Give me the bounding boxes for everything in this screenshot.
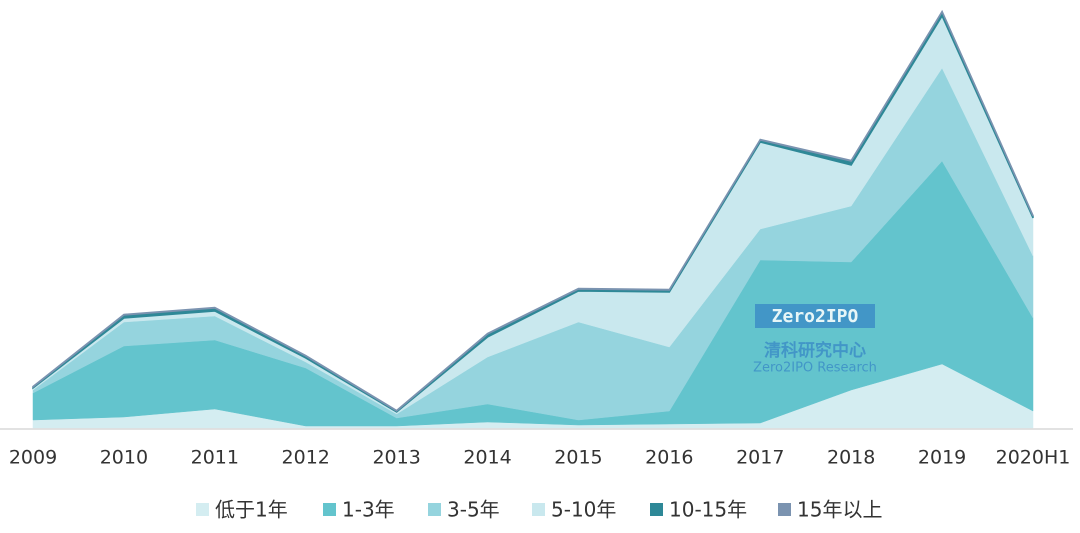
x-tick-label: 2020H1 [996,447,1071,469]
legend-swatch [778,503,791,516]
watermark-sub: Zero2IPO Research [753,361,877,376]
x-tick-label: 2010 [100,447,148,469]
x-tick-label: 2011 [191,447,239,469]
legend-label: 10-15年 [669,498,747,522]
x-tick-label: 2015 [554,447,602,469]
watermark-box [755,304,875,328]
legend-swatch [323,503,336,516]
watermark-name: 清科研究中心 [764,340,866,361]
x-tick-label: 2016 [645,447,693,469]
legend-swatch [532,503,545,516]
x-tick-label: 2018 [827,447,875,469]
x-tick-label: 2009 [9,447,57,469]
legend-swatch [650,503,663,516]
legend-label: 15年以上 [797,498,882,522]
x-tick-label: 2017 [736,447,784,469]
legend-label: 低于1年 [215,498,288,522]
watermark-logo: Zero2IPO [772,306,859,327]
legend-swatch [196,503,209,516]
area [32,9,1034,412]
legend-label: 3-5年 [447,498,500,522]
x-tick-label: 2019 [918,447,966,469]
x-tick-label: 2012 [282,447,330,469]
watermark: Zero2IPO 清科研究中心 Zero2IPO Research [753,304,877,376]
x-tick-label: 2014 [463,447,511,469]
legend-swatch [428,503,441,516]
x-tick-label: 2013 [372,447,420,469]
legend-label: 1-3年 [342,498,395,522]
legend-label: 5-10年 [551,498,616,522]
